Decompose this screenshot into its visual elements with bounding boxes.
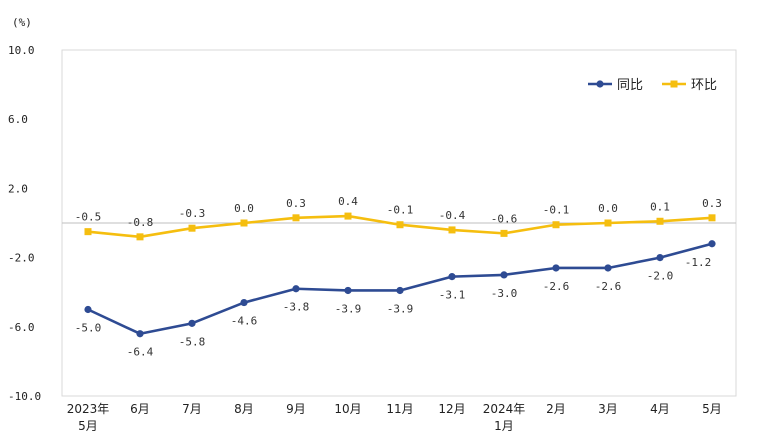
- x-tick-label: 5月: [78, 419, 98, 433]
- data-label: -1.2: [685, 256, 712, 269]
- data-point: [500, 229, 508, 237]
- data-point: [84, 228, 92, 236]
- data-point: [604, 219, 612, 227]
- x-tick-label: 3月: [598, 402, 618, 416]
- data-point: [240, 219, 248, 227]
- x-tick-label: 5月: [702, 402, 722, 416]
- y-axis: 10.0 6.0 2.0 -2.0 -6.0 -10.0: [8, 44, 41, 403]
- data-label: -3.1: [439, 289, 466, 302]
- data-label: -2.6: [595, 280, 622, 293]
- data-point: [396, 221, 404, 229]
- x-tick-label: 1月: [494, 419, 514, 433]
- data-label: -6.4: [127, 346, 154, 359]
- data-label: 0.3: [286, 197, 306, 210]
- series-layer: -5.0 -6.4 -5.8 -4.6 -3.8 -3.9 -3.9 -3.1 -3.0 -2.6…: [75, 195, 722, 359]
- data-point: [448, 273, 456, 281]
- data-point: [188, 319, 196, 327]
- y-tick-label: -6.0: [8, 321, 35, 334]
- legend-marker: [670, 80, 678, 88]
- data-point: [656, 254, 664, 262]
- x-tick-label: 8月: [234, 402, 254, 416]
- x-tick-label: 2月: [546, 402, 566, 416]
- x-tick-label: 2023年: [67, 402, 110, 416]
- data-point: [292, 214, 300, 222]
- data-point: [344, 286, 352, 295]
- data-point: [604, 264, 612, 272]
- y-axis-unit-label: (%): [12, 16, 32, 29]
- data-label: -0.5: [75, 211, 102, 224]
- data-label: -0.8: [127, 216, 154, 229]
- data-label: 0.0: [598, 202, 618, 215]
- data-label: -5.0: [75, 322, 102, 335]
- data-point: [500, 271, 508, 279]
- y-tick-label: 6.0: [8, 113, 28, 126]
- data-point: [708, 214, 716, 222]
- data-label: -3.0: [491, 287, 518, 300]
- x-tick-label: 10月: [334, 402, 361, 416]
- legend: 同比 环比: [588, 78, 717, 93]
- data-point: [136, 330, 144, 338]
- x-tick-label: 12月: [438, 402, 465, 416]
- data-label: -0.1: [387, 204, 414, 217]
- data-label: -0.3: [179, 207, 206, 220]
- data-label: 0.4: [338, 195, 358, 208]
- x-tick-label: 2024年: [483, 402, 526, 416]
- data-label: 0.0: [234, 202, 254, 215]
- y-tick-label: -2.0: [8, 252, 35, 265]
- y-tick-label: 2.0: [8, 182, 28, 195]
- x-axis: 2023年 5月 6月 7月 8月 9月 10月 11月 12月 2024年 1月 2月 3月 4月 5月: [67, 402, 722, 433]
- x-tick-label: 6月: [130, 402, 150, 416]
- data-label: -0.1: [543, 204, 570, 217]
- data-point: [188, 224, 196, 232]
- data-point: [136, 233, 144, 241]
- data-label: -3.9: [335, 302, 362, 315]
- data-label: -0.6: [491, 212, 518, 225]
- data-label: 0.1: [650, 200, 670, 213]
- data-point: [552, 221, 560, 229]
- data-point: [240, 298, 248, 307]
- data-point: [552, 264, 560, 272]
- y-tick-label: 10.0: [8, 44, 35, 57]
- data-label: 0.3: [702, 197, 722, 210]
- data-point: [84, 305, 92, 314]
- data-label: -0.4: [439, 209, 466, 222]
- legend-marker: [596, 80, 604, 88]
- x-tick-label: 4月: [650, 402, 670, 416]
- data-point: [448, 226, 456, 234]
- data-label: -3.8: [283, 301, 310, 314]
- y-tick-label: -10.0: [8, 390, 41, 403]
- data-point: [656, 217, 664, 225]
- legend-label: 同比: [617, 78, 643, 93]
- data-point: [292, 285, 300, 293]
- legend-label: 环比: [691, 78, 717, 93]
- data-point: [344, 212, 352, 220]
- data-label: -2.6: [543, 280, 570, 293]
- data-label: -5.8: [179, 335, 206, 348]
- data-label: -3.9: [387, 302, 414, 315]
- x-tick-label: 11月: [386, 402, 413, 416]
- data-label: -4.6: [231, 315, 258, 328]
- data-point: [708, 240, 716, 248]
- x-tick-label: 9月: [286, 402, 306, 416]
- data-label: -2.0: [647, 270, 674, 283]
- x-tick-label: 7月: [182, 402, 202, 416]
- data-point: [396, 286, 404, 295]
